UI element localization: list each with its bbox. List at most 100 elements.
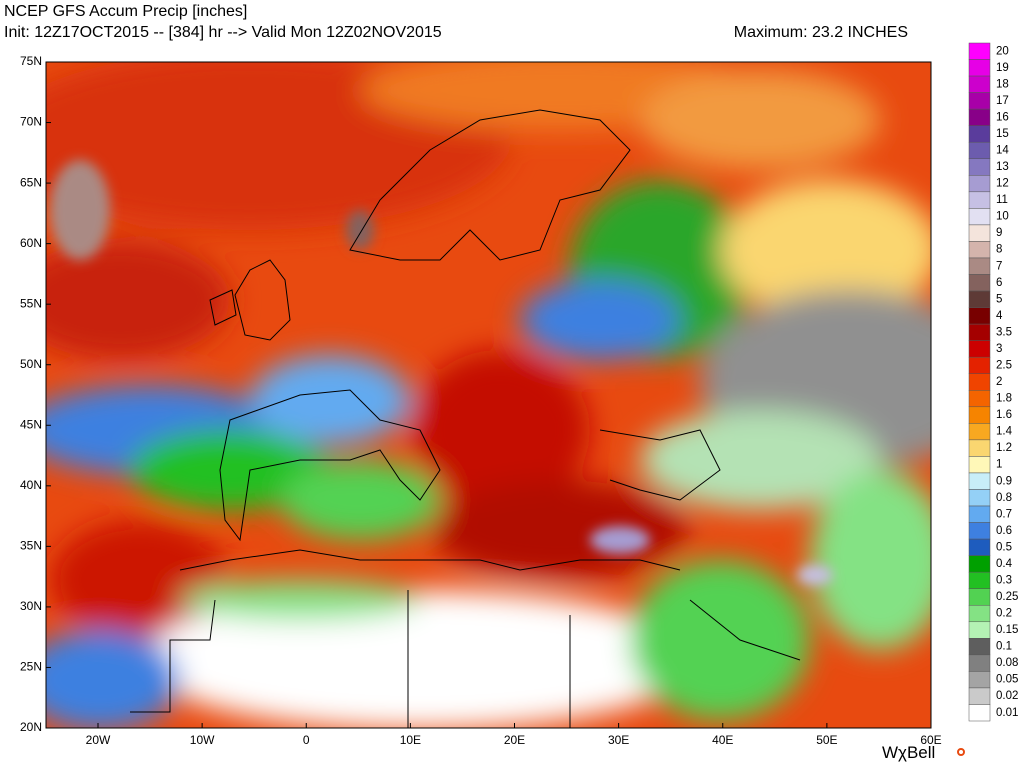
colorbar-label: 12 — [996, 178, 1009, 190]
colorbar-swatch — [968, 340, 991, 358]
colorbar-swatch — [968, 555, 991, 573]
lat-label: 30N — [20, 599, 42, 613]
colorbar-label: 2.5 — [996, 359, 1012, 371]
colorbar-swatch — [968, 654, 991, 672]
lat-label: 45N — [20, 417, 42, 431]
colorbar-swatch — [968, 604, 991, 623]
colorbar-swatch — [968, 224, 991, 242]
colorbar-swatch — [968, 439, 991, 457]
lat-label: 35N — [20, 539, 42, 553]
colorbar-swatch — [968, 456, 991, 474]
map-frame — [45, 61, 932, 729]
colorbar-swatch — [968, 241, 991, 259]
colorbar-label: 5 — [996, 293, 1002, 305]
colorbar-label: 0.05 — [996, 674, 1018, 686]
colorbar-swatch — [968, 505, 991, 523]
colorbar-label: 0.9 — [996, 475, 1012, 487]
colorbar-swatch — [968, 290, 991, 308]
colorbar-label: 17 — [996, 95, 1009, 107]
colorbar-label: 9 — [996, 227, 1002, 239]
colorbar-swatch — [968, 356, 991, 374]
colorbar-swatch — [968, 472, 991, 490]
colorbar-swatch — [968, 538, 991, 556]
colorbar-swatch — [968, 588, 991, 606]
colorbar-label: 8 — [996, 244, 1002, 256]
colorbar-swatch — [968, 390, 991, 408]
colorbar-label: 3.5 — [996, 326, 1012, 338]
maximum: Maximum: 23.2 INCHES — [734, 24, 908, 41]
colorbar-label: 7 — [996, 260, 1002, 272]
colorbar-swatch — [968, 671, 991, 689]
logo-dot — [957, 748, 965, 756]
colorbar-swatch — [968, 571, 991, 589]
colorbar-label: 15 — [996, 128, 1009, 140]
colorbar-label: 1.2 — [996, 442, 1012, 454]
lat-label: 75N — [20, 54, 42, 68]
lat-label: 55N — [20, 296, 42, 310]
colorbar-swatch — [968, 704, 991, 722]
colorbar-label: 0.6 — [996, 525, 1012, 537]
colorbar-label: 19 — [996, 62, 1009, 74]
colorbar-label: 0.1 — [996, 641, 1012, 653]
colorbar-swatch — [968, 307, 991, 325]
colorbar-swatch — [968, 125, 991, 143]
colorbar-swatch — [968, 638, 991, 656]
colorbar-swatch — [968, 489, 991, 507]
lat-label: 25N — [20, 660, 42, 674]
colorbar-label: 1.6 — [996, 409, 1012, 421]
title: NCEP GFS Accum Precip [inches] — [4, 3, 247, 20]
colorbar-swatch — [968, 75, 991, 93]
colorbar-swatch — [968, 158, 991, 176]
colorbar-label: 0.02 — [996, 690, 1018, 702]
colorbar-label: 0.5 — [996, 541, 1012, 553]
colorbar-label: 6 — [996, 277, 1002, 289]
colorbar-label: 1.8 — [996, 393, 1012, 405]
colorbar-label: 11 — [996, 194, 1008, 206]
lat-label: 65N — [20, 175, 42, 189]
colorbar-swatch — [968, 522, 991, 540]
colorbar-label: 0.8 — [996, 492, 1012, 504]
colorbar-swatch — [968, 108, 991, 126]
subtitle: Init: 12Z17OCT2015 -- [384] hr --> Valid… — [4, 24, 442, 41]
lat-label: 50N — [20, 357, 42, 371]
colorbar-label: 1.4 — [996, 426, 1013, 438]
colorbar-swatch — [968, 175, 991, 193]
colorbar-label: 18 — [996, 78, 1009, 90]
coastlines — [130, 109, 801, 728]
colorbar-label: 1 — [996, 459, 1002, 471]
colorbar-label: 0.4 — [996, 558, 1013, 570]
colorbar-swatch — [968, 208, 991, 226]
colorbar-label: 0.08 — [996, 657, 1018, 669]
colorbar-swatch — [968, 621, 991, 639]
colorbar-label: 10 — [996, 211, 1009, 223]
colorbar-label: 3 — [996, 343, 1002, 355]
lon-label: 0 — [303, 733, 310, 747]
lon-label: 10E — [400, 733, 421, 747]
colorbar-label: 0.01 — [996, 707, 1018, 719]
lon-label: 10W — [190, 733, 215, 747]
precip-field — [46, 62, 931, 728]
colorbar-label: 2 — [996, 376, 1002, 388]
colorbar-swatch — [968, 92, 991, 110]
colorbar-label: 0.7 — [996, 508, 1012, 520]
colorbar-label: 0.25 — [996, 591, 1018, 603]
colorbar-label: 0.2 — [996, 608, 1012, 620]
colorbar-label: 0.3 — [996, 574, 1012, 586]
colorbar-label: 16 — [996, 111, 1009, 123]
lon-label: 40E — [712, 733, 733, 747]
lat-label: 70N — [20, 115, 42, 129]
colorbar-label: 20 — [996, 45, 1009, 57]
lon-label: 30E — [608, 733, 629, 747]
colorbar-label: 13 — [996, 161, 1009, 173]
colorbar-swatch — [968, 59, 991, 77]
lat-label: 40N — [20, 478, 42, 492]
colorbar-swatch — [968, 191, 991, 209]
logo: WχBell — [882, 743, 935, 762]
colorbar-swatch — [968, 423, 991, 441]
lon-label: 20E — [504, 733, 525, 747]
colorbar-swatch — [968, 42, 991, 60]
lat-label: 20N — [20, 720, 42, 734]
colorbar-swatch — [968, 373, 991, 391]
